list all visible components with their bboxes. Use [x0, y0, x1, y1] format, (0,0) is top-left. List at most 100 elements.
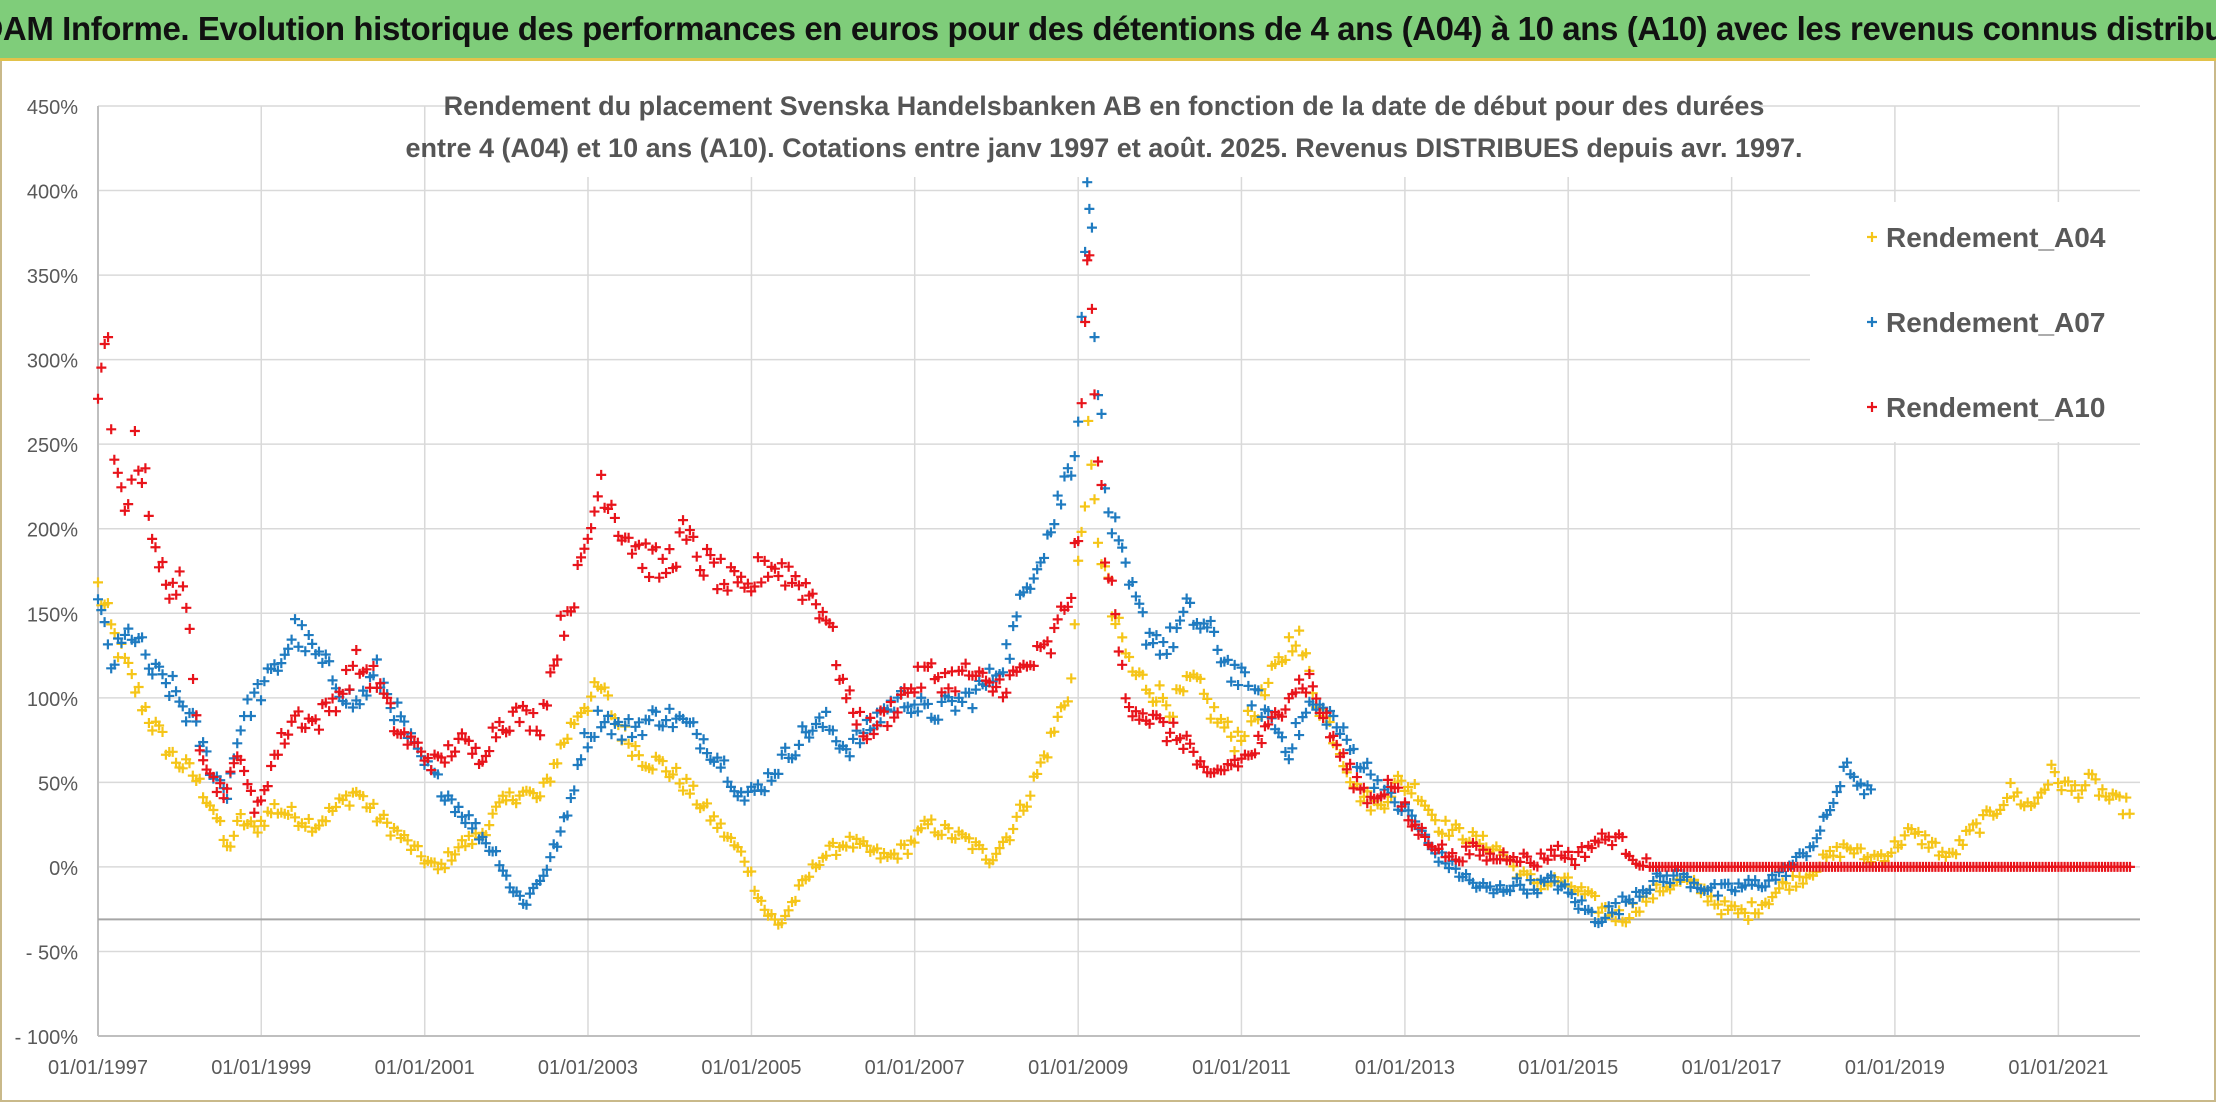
data-point: [470, 818, 481, 829]
data-point: [215, 778, 226, 789]
data-point: [1372, 775, 1383, 786]
data-point: [1573, 903, 1584, 914]
data-point: [456, 728, 467, 739]
chart-title-line1: Rendement du placement Svenska Handelsba…: [444, 91, 1765, 121]
data-point: [1117, 542, 1128, 553]
data-point: [1586, 842, 1597, 853]
data-point: [1617, 831, 1628, 842]
y-tick-label: - 100%: [15, 1027, 79, 1049]
data-point: [99, 339, 110, 350]
data-point: [1161, 648, 1172, 659]
data-point: [1498, 847, 1509, 858]
data-point: [1073, 416, 1084, 427]
data-point: [235, 725, 246, 736]
data-point: [1283, 754, 1294, 765]
data-point: [208, 771, 219, 782]
data-point: [997, 667, 1008, 678]
data-point: [844, 831, 855, 842]
data-point: [1859, 789, 1870, 800]
data-point: [562, 733, 573, 744]
x-tick-label: 01/01/1999: [211, 1057, 311, 1079]
data-point: [1365, 769, 1376, 780]
data-point: [164, 593, 175, 604]
data-point: [1600, 912, 1611, 923]
data-point: [164, 690, 175, 701]
data-point: [1365, 805, 1376, 816]
data-point: [1923, 842, 1934, 853]
data-point: [831, 660, 842, 671]
data-point: [702, 748, 713, 759]
data-point: [371, 654, 382, 665]
data-point: [674, 778, 685, 789]
data-point: [671, 762, 682, 773]
data-point: [984, 663, 995, 674]
data-point: [586, 691, 597, 702]
data-point: [1154, 680, 1165, 691]
data-point: [827, 725, 838, 736]
data-point: [2002, 792, 2013, 803]
data-point: [1345, 758, 1356, 769]
data-point: [1266, 712, 1277, 723]
data-point: [2012, 787, 2023, 798]
data-point: [1028, 660, 1039, 671]
data-point: [286, 801, 297, 812]
data-point: [300, 646, 311, 657]
data-point: [1896, 839, 1907, 850]
data-point: [899, 839, 910, 850]
data-point: [1723, 878, 1734, 889]
data-point: [2032, 792, 2043, 803]
data-point: [1413, 829, 1424, 840]
data-point: [1719, 896, 1730, 907]
data-point: [664, 544, 675, 555]
data-point: [1158, 637, 1169, 648]
data-point: [1093, 537, 1103, 548]
data-point: [1815, 825, 1826, 836]
data-point: [1648, 893, 1659, 904]
data-point: [780, 742, 791, 753]
data-point: [157, 669, 168, 680]
data-point: [596, 722, 607, 733]
data-point: [1280, 747, 1291, 758]
data-point: [821, 706, 832, 717]
data-point: [1259, 690, 1270, 701]
data-point: [752, 552, 763, 563]
data-point: [177, 701, 188, 712]
data-point: [650, 542, 661, 553]
data-point: [1889, 836, 1900, 847]
data-point: [977, 843, 988, 854]
data-point: [548, 660, 559, 671]
data-point: [1110, 609, 1121, 620]
data-point: [279, 649, 290, 660]
data-point: [657, 721, 668, 732]
data-point: [535, 875, 546, 886]
data-point: [1311, 693, 1322, 704]
y-tick-label: 0%: [49, 858, 78, 880]
data-point: [1899, 830, 1910, 841]
data-point: [535, 791, 546, 802]
data-point: [129, 425, 140, 436]
data-point: [895, 689, 906, 700]
data-point: [769, 563, 780, 574]
data-point: [1607, 840, 1618, 851]
data-point: [252, 827, 263, 838]
data-point: [702, 544, 713, 555]
data-point: [1219, 765, 1230, 776]
data-point: [1069, 619, 1080, 630]
data-point: [443, 740, 454, 751]
data-point: [385, 698, 396, 709]
data-point: [1256, 711, 1267, 722]
data-point: [1559, 879, 1570, 890]
data-point: [1062, 601, 1073, 612]
data-point: [109, 628, 120, 639]
data-point: [1570, 859, 1581, 870]
data-point: [807, 725, 818, 736]
data-point: [1290, 718, 1301, 729]
data-point: [1420, 831, 1431, 842]
data-points: [93, 177, 2135, 930]
data-point: [1443, 830, 1454, 841]
data-point: [1113, 646, 1124, 657]
data-point: [511, 798, 522, 809]
data-point: [109, 659, 120, 670]
data-point: [1855, 778, 1866, 789]
data-point: [160, 579, 171, 590]
